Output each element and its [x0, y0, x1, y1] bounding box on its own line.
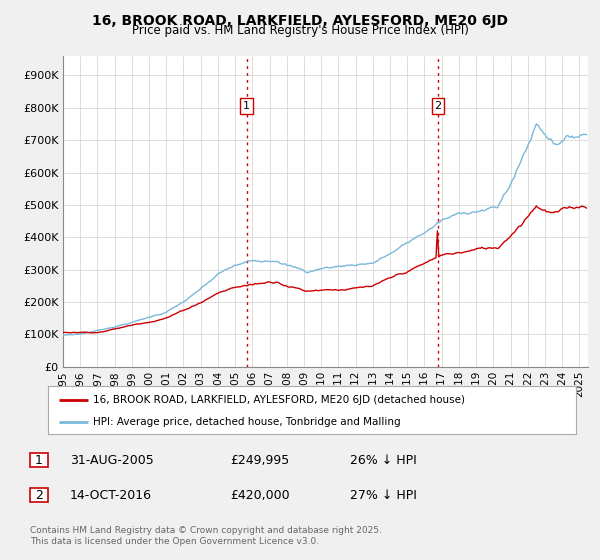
Text: 31-AUG-2005: 31-AUG-2005 [70, 454, 154, 467]
Text: 16, BROOK ROAD, LARKFIELD, AYLESFORD, ME20 6JD: 16, BROOK ROAD, LARKFIELD, AYLESFORD, ME… [92, 14, 508, 28]
Text: 1: 1 [35, 454, 43, 467]
Text: 27% ↓ HPI: 27% ↓ HPI [350, 489, 417, 502]
Text: 16, BROOK ROAD, LARKFIELD, AYLESFORD, ME20 6JD (detached house): 16, BROOK ROAD, LARKFIELD, AYLESFORD, ME… [93, 395, 465, 405]
Text: £420,000: £420,000 [230, 489, 290, 502]
Text: 2: 2 [434, 101, 442, 111]
Text: £249,995: £249,995 [230, 454, 289, 467]
Text: 14-OCT-2016: 14-OCT-2016 [70, 489, 152, 502]
Text: Price paid vs. HM Land Registry's House Price Index (HPI): Price paid vs. HM Land Registry's House … [131, 24, 469, 36]
Text: Contains HM Land Registry data © Crown copyright and database right 2025.
This d: Contains HM Land Registry data © Crown c… [30, 526, 382, 546]
Text: 26% ↓ HPI: 26% ↓ HPI [350, 454, 417, 467]
Text: 1: 1 [243, 101, 250, 111]
Bar [30, 453, 48, 467]
Bar [30, 488, 48, 502]
Text: HPI: Average price, detached house, Tonbridge and Malling: HPI: Average price, detached house, Tonb… [93, 417, 401, 427]
Text: 2: 2 [35, 489, 43, 502]
